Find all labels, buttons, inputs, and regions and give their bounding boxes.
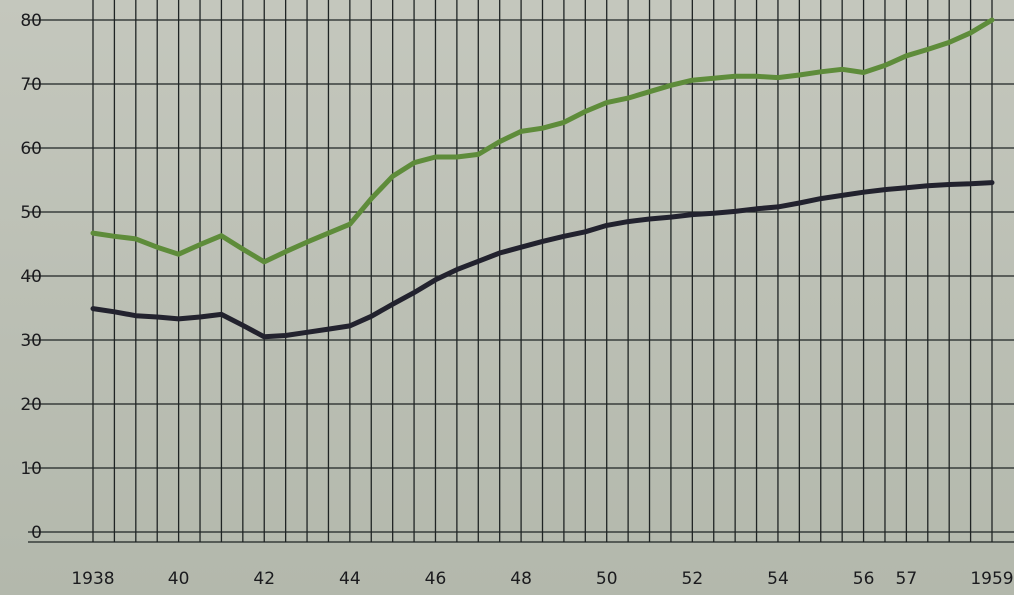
x-tick-label: 46: [425, 569, 447, 589]
y-tick-label: 50: [20, 203, 42, 223]
x-tick-label: 52: [682, 569, 704, 589]
gridlines: [28, 0, 1014, 543]
y-tick-label: 40: [20, 267, 42, 287]
x-tick-label: 48: [510, 569, 532, 589]
x-tick-label: 57: [896, 569, 918, 589]
x-tick-label: 50: [596, 569, 618, 589]
series-line-1: [90, 17, 995, 265]
series-layer: [90, 17, 995, 340]
x-tick-label: 40: [168, 569, 190, 589]
x-tick-label: 1959: [970, 569, 1013, 589]
y-axis-tick-labels: 80 70 60 50 40 30 20 10 0: [20, 11, 42, 543]
y-tick-label: 0: [31, 523, 42, 543]
x-axis-tick-labels: 1938 40 42 44 46 48 50 52 54 56 57 1959: [71, 569, 1013, 589]
x-tick-label: 42: [253, 569, 275, 589]
y-tick-label: 20: [20, 395, 42, 415]
y-tick-label: 80: [20, 11, 42, 31]
x-tick-label: 54: [767, 569, 789, 589]
x-tick-label: 1938: [71, 569, 114, 589]
y-tick-label: 60: [20, 139, 42, 159]
series-line-2: [90, 180, 995, 340]
x-tick-label: 44: [339, 569, 361, 589]
y-tick-label: 10: [20, 459, 42, 479]
y-tick-label: 70: [20, 75, 42, 95]
y-tick-label: 30: [20, 331, 42, 351]
x-tick-label: 56: [853, 569, 875, 589]
